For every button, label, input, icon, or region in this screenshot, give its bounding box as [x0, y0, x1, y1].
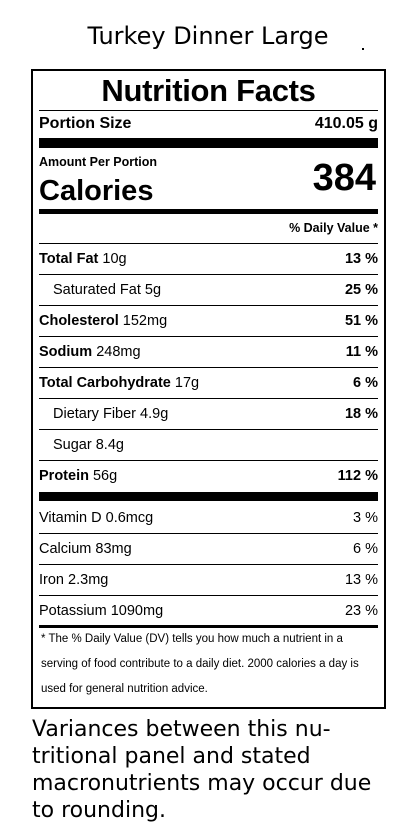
nutrient-row-total-fat: Total Fat 10g 13 % [39, 244, 378, 274]
vitamin-name: Vitamin D [39, 510, 102, 526]
vitamin-name: Potassium [39, 603, 107, 619]
nutrient-row-dietary-fiber: Dietary Fiber 4.9g 18 % [39, 399, 378, 429]
nutrient-row-protein: Protein 56g 112 % [39, 461, 378, 491]
nutrient-name: Cholesterol [39, 313, 119, 329]
vitamin-row-vitamin-d: Vitamin D 0.6mcg 3 % [39, 503, 378, 533]
rounding-disclaimer: Variances between this nu-tritional pane… [32, 717, 372, 823]
divider [39, 398, 378, 399]
nutrient-amount: 17g [174, 375, 200, 391]
daily-value-header-text: % Daily Value * [289, 221, 378, 235]
vitamin-dv: 6 % [353, 541, 378, 557]
divider [39, 429, 378, 430]
stray-mark [362, 48, 364, 50]
vitamin-row-iron: Iron 2.3mg 13 % [39, 565, 378, 595]
calories-label: Calories [39, 175, 154, 207]
divider [39, 305, 378, 306]
vitamin-amount: 2.3mg [68, 572, 109, 588]
vitamin-amount: 0.6mcg [105, 510, 154, 526]
medium-divider [39, 209, 378, 214]
amount-per-portion: Amount Per Portion [39, 155, 158, 169]
nutrient-amount: 152mg [122, 313, 168, 329]
nutrient-dv: 112 % [337, 468, 378, 484]
nutrient-row-total-carbohydrate: Total Carbohydrate 17g 6 % [39, 368, 378, 398]
nutrient-amount: 248mg [96, 344, 141, 360]
nutrition-facts-panel: Nutrition Facts Portion Size 410.05 g Am… [31, 69, 386, 709]
nutrient-name: Dietary Fiber [53, 406, 136, 422]
product-title: Turkey Dinner Large [87, 22, 329, 50]
portion-size-value: 410.05 g [314, 115, 378, 132]
divider [39, 460, 378, 461]
nutrient-dv: 18 % [344, 406, 378, 422]
daily-value-header: % Daily Value * [39, 217, 378, 239]
nutrient-name: Total Carbohydrate [39, 375, 171, 391]
medium-divider [39, 625, 378, 628]
nutrient-amount: 10g [102, 251, 127, 267]
nutrient-row-sodium: Sodium 248mg 11 % [39, 337, 378, 367]
vitamin-amount: 83mg [95, 541, 132, 557]
nutrient-amount: 4.9g [140, 406, 169, 422]
nutrient-name: Sodium [39, 344, 93, 360]
nutrient-name: Saturated Fat [53, 282, 141, 298]
divider [39, 336, 378, 337]
nutrient-dv: 11 % [345, 344, 378, 360]
nutrient-amount: 56g [92, 468, 118, 484]
nutrient-dv: 6 % [353, 375, 378, 391]
vitamin-dv: 13 % [344, 572, 378, 588]
nutrient-row-saturated-fat: Saturated Fat 5g 25 % [39, 275, 378, 305]
nutrient-dv: 25 % [344, 282, 378, 298]
vitamin-name: Iron [39, 572, 64, 588]
nutrient-name: Sugar [53, 437, 92, 453]
vitamin-dv: 23 % [344, 603, 378, 619]
daily-value-footnote: * The % Daily Value (DV) tells you how m… [41, 633, 359, 695]
divider [39, 595, 378, 596]
divider [39, 110, 378, 111]
vitamin-dv: 3 % [353, 510, 378, 526]
nutrient-amount: 5g [144, 282, 162, 298]
nutrient-row-cholesterol: Cholesterol 152mg 51 % [39, 306, 378, 336]
nutrient-row-sugar: Sugar 8.4g [39, 430, 378, 460]
divider [39, 274, 378, 275]
nutrition-facts-heading: Nutrition Facts [101, 73, 316, 108]
divider [39, 243, 378, 244]
thick-divider [39, 138, 378, 148]
portion-size-label: Portion Size [39, 115, 132, 132]
vitamin-row-potassium: Potassium 1090mg 23 % [39, 596, 378, 626]
vitamin-amount: 1090mg [110, 603, 164, 619]
nutrient-name: Total Fat [39, 251, 99, 267]
nutrient-amount: 8.4g [95, 437, 124, 453]
nutrient-dv: 13 % [344, 251, 378, 267]
divider [39, 367, 378, 368]
divider [39, 533, 378, 534]
nutrient-dv: 51 % [344, 313, 378, 329]
divider [39, 564, 378, 565]
vitamin-row-calcium: Calcium 83mg 6 % [39, 534, 378, 564]
vitamin-name: Calcium [39, 541, 92, 557]
nutrient-name: Protein [39, 468, 89, 484]
panel-inner: Nutrition Facts Portion Size 410.05 g Am… [39, 71, 378, 707]
thick-divider [39, 492, 378, 501]
portion-size-row: Portion Size 410.05 g [39, 112, 378, 136]
calories-value: 384 [312, 157, 376, 199]
